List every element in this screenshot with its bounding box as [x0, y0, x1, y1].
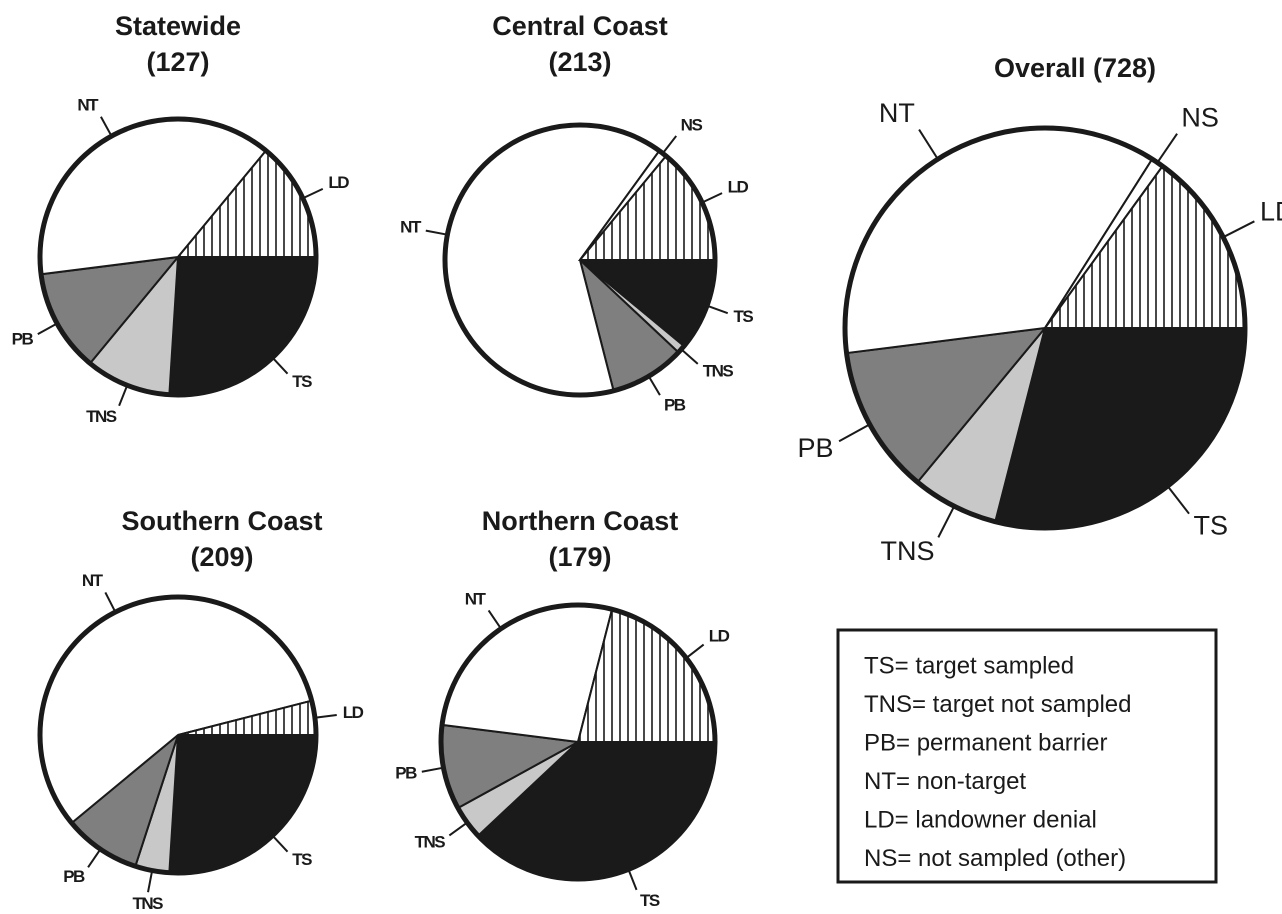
- leader-line: [680, 348, 699, 365]
- legend-text: NS= not sampled (other): [864, 845, 1126, 872]
- slice-label: TNS: [880, 536, 934, 566]
- leader-line: [271, 356, 289, 375]
- pie-outline: [442, 122, 718, 398]
- leader-line: [104, 591, 117, 613]
- leader-line: [661, 135, 678, 154]
- pie-outline: [842, 125, 1248, 531]
- chart-subtitle: (179): [548, 542, 611, 572]
- leader-line: [918, 129, 939, 160]
- legend-text: NT= non-target: [864, 768, 1026, 795]
- slice-label: LD: [328, 173, 349, 192]
- legend-text: PB= permanent barrier: [864, 729, 1107, 756]
- slice-label: TS: [733, 307, 753, 326]
- leader-line: [314, 713, 337, 719]
- leader-line: [706, 304, 729, 315]
- leader-line: [37, 322, 58, 335]
- legend-text: TNS= target not sampled: [864, 691, 1131, 718]
- legend-text: LD= landowner denial: [864, 806, 1097, 833]
- slice-label: NT: [879, 98, 915, 128]
- leader-line: [685, 643, 705, 659]
- leader-line: [271, 834, 289, 853]
- slice-label: PB: [664, 395, 686, 414]
- legend-box: [836, 628, 1218, 884]
- slice-label: NT: [77, 95, 99, 114]
- slice-label: TNS: [415, 832, 446, 851]
- slice-label: LD: [1260, 196, 1282, 226]
- chart-title: Southern Coast: [121, 506, 322, 536]
- leader-line: [838, 423, 871, 443]
- chart-subtitle: (127): [146, 47, 209, 77]
- slice-label: NS: [1181, 102, 1219, 132]
- slice-label: NS: [681, 116, 703, 135]
- slice-label: PB: [395, 764, 417, 783]
- leader-line: [1156, 133, 1178, 164]
- leader-line: [937, 505, 956, 538]
- chart-title: Statewide: [115, 11, 241, 41]
- slice-label: NT: [400, 218, 422, 237]
- leader-line: [701, 192, 723, 204]
- slice-label: NT: [82, 571, 104, 590]
- leader-line: [647, 375, 661, 396]
- pie-outline: [37, 594, 319, 876]
- leader-line: [1222, 220, 1255, 239]
- leader-line: [1166, 485, 1190, 515]
- leader-line: [627, 869, 638, 891]
- leader-line: [448, 821, 468, 837]
- slice-label: LD: [343, 703, 364, 722]
- leader-line: [147, 870, 154, 893]
- slice-label: TNS: [703, 362, 734, 381]
- slice-label: TS: [640, 891, 660, 909]
- chart-title: Northern Coast: [482, 506, 679, 536]
- slice-label: TNS: [133, 894, 164, 909]
- slice-label: LD: [728, 177, 749, 196]
- slice-label: TS: [292, 372, 312, 391]
- chart-subtitle: (213): [548, 47, 611, 77]
- slice-label: PB: [12, 330, 34, 349]
- slice-label: NT: [465, 590, 487, 609]
- pie-outline: [438, 602, 718, 882]
- slice-label: PB: [798, 433, 834, 463]
- leader-line: [425, 229, 448, 236]
- leader-line: [487, 609, 502, 630]
- leader-line: [421, 766, 444, 773]
- chart-title: Overall (728): [994, 53, 1156, 83]
- slice-label: LD: [709, 626, 730, 645]
- leader-line: [302, 187, 324, 200]
- slice-label: TS: [1193, 511, 1228, 541]
- leader-line: [100, 116, 113, 137]
- leader-line: [87, 848, 102, 868]
- chart-subtitle: (209): [190, 542, 253, 572]
- slice-label: TS: [292, 850, 312, 869]
- pie-outline: [37, 116, 319, 398]
- slice-label: PB: [63, 867, 85, 886]
- leader-line: [118, 384, 129, 407]
- legend-text: TS= target sampled: [864, 652, 1074, 679]
- chart-title: Central Coast: [492, 11, 668, 41]
- slice-label: TNS: [86, 407, 117, 426]
